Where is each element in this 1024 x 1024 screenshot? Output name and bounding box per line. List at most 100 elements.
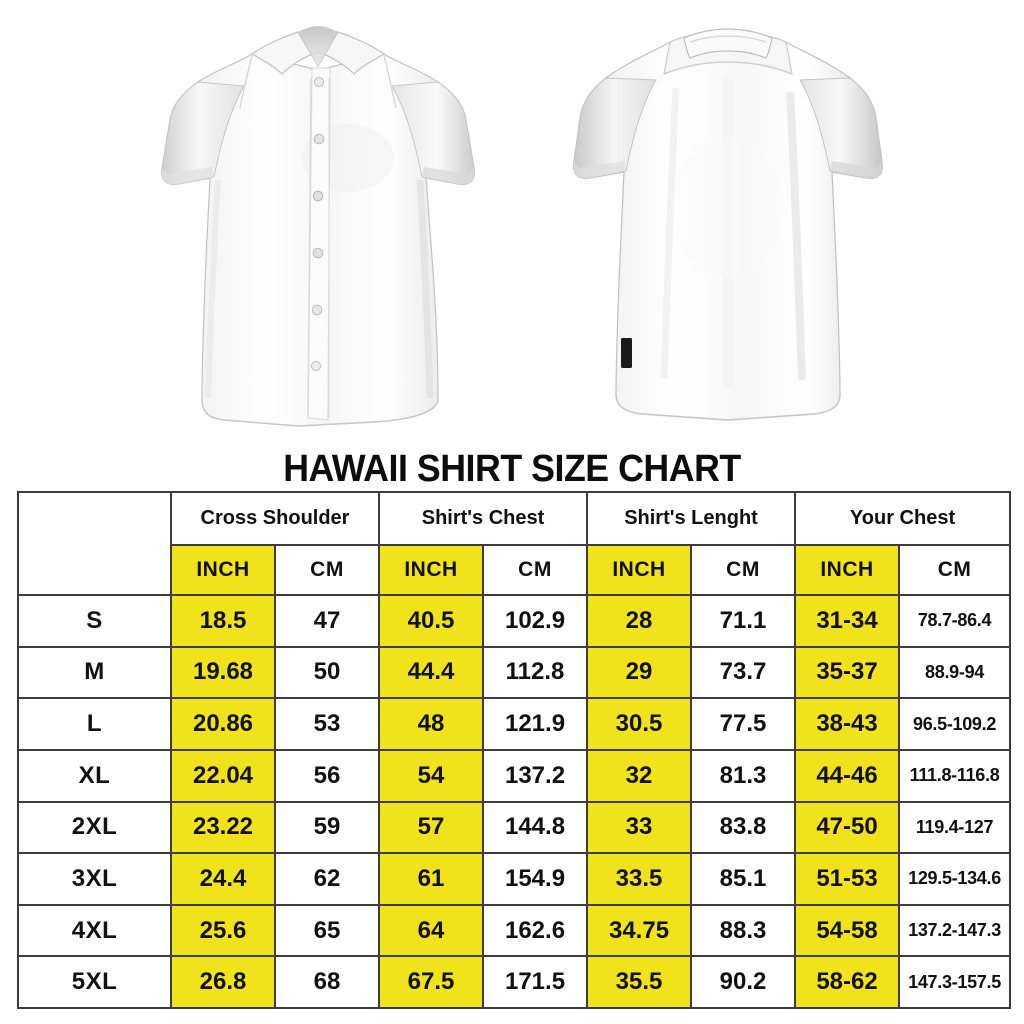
cell-m-cross-shoulder-cm: 50 (273, 645, 381, 700)
cell-m-cross-shoulder-inch: 19.68 (170, 645, 276, 700)
cell-l-shirts-chest-cm: 121.9 (482, 697, 589, 751)
table-row: S 18.5 47 40.5 102.9 28 71.1 31-34 78.7-86.4 (17, 594, 1012, 648)
table-row: L 20.86 53 48 121.9 30.5 77.5 38-43 96.5-109.2 (17, 697, 1012, 751)
header-group-row: Cross Shoulder Shirt's Chest Shirt's Len… (17, 491, 1012, 596)
size-label-4xl: 4XL (17, 903, 172, 958)
table-row: XL 22.04 56 54 137.2 32 81.3 44-46 111.8-116.8 (17, 748, 1012, 803)
cell-s-shirts-chest-inch: 40.5 (378, 594, 485, 648)
cell-s-shirts-chest-cm: 102.9 (482, 594, 589, 648)
table-row: 5XL 26.8 68 67.5 171.5 35.5 90.2 58-62 147.3-157… (17, 955, 1012, 1009)
cell-5xl-your-chest-cm: 147.3-157.5 (898, 955, 1012, 1009)
table-row: 3XL 24.4 62 61 154.9 33.5 85.1 51-53 129.5-134.6 (17, 852, 1012, 906)
cell-2xl-cross-shoulder-cm: 59 (273, 800, 381, 855)
cell-2xl-shirts-chest-cm: 144.8 (482, 800, 589, 855)
page-title: HAWAII SHIRT SIZE CHART (283, 448, 741, 490)
header-group-shirts-length: Shirt's Lenght (586, 491, 797, 546)
size-label-3xl: 3XL (17, 852, 172, 906)
cell-m-shirts-chest-cm: 112.8 (482, 645, 589, 700)
table-row: M 19.68 50 44.4 112.8 29 73.7 35-37 88.9-94 (17, 645, 1012, 700)
cell-s-cross-shoulder-inch: 18.5 (170, 594, 276, 648)
header-unit-cross-shoulder-inch: INCH (170, 544, 276, 596)
cell-s-your-chest-inch: 31-34 (794, 594, 901, 648)
cell-3xl-your-chest-cm: 129.5-134.6 (898, 852, 1012, 906)
cell-m-your-chest-inch: 35-37 (794, 645, 901, 700)
cell-xl-shirts-length-inch: 32 (586, 748, 693, 803)
header-unit-your-chest-cm: CM (898, 544, 1012, 596)
cell-2xl-your-chest-inch: 47-50 (794, 800, 901, 855)
shirt-images (0, 0, 1024, 448)
cell-3xl-cross-shoulder-inch: 24.4 (170, 852, 276, 906)
cell-4xl-shirts-chest-inch: 64 (378, 903, 485, 958)
table-header: Cross Shoulder Shirt's Chest Shirt's Len… (17, 491, 1012, 596)
cell-2xl-shirts-length-inch: 33 (586, 800, 693, 855)
size-label-2xl: 2XL (17, 800, 172, 855)
cell-4xl-shirts-length-cm: 88.3 (690, 903, 797, 958)
cell-xl-your-chest-cm: 111.8-116.8 (898, 748, 1012, 803)
shirt-front-view (148, 8, 488, 436)
size-label-s: S (17, 594, 172, 648)
cell-xl-cross-shoulder-cm: 56 (273, 748, 381, 803)
cell-m-shirts-chest-inch: 44.4 (378, 645, 485, 700)
table-body: S 18.5 47 40.5 102.9 28 71.1 31-34 78.7-86.4 M 19.… (17, 594, 1012, 1009)
cell-5xl-shirts-chest-inch: 67.5 (378, 955, 485, 1009)
header-group-shirts-chest: Shirt's Chest (378, 491, 589, 546)
table-row: 4XL 25.6 65 64 162.6 34.75 88.3 54-58 137.2-147.… (17, 903, 1012, 958)
cell-3xl-cross-shoulder-cm: 62 (273, 852, 381, 906)
cell-s-shirts-length-inch: 28 (586, 594, 693, 648)
cell-s-cross-shoulder-cm: 47 (273, 594, 381, 648)
cell-xl-shirts-chest-inch: 54 (378, 748, 485, 803)
header-group-your-chest: Your Chest (794, 491, 1012, 546)
cell-2xl-shirts-length-cm: 83.8 (690, 800, 797, 855)
cell-l-your-chest-inch: 38-43 (794, 697, 901, 751)
cell-3xl-shirts-chest-inch: 61 (378, 852, 485, 906)
cell-5xl-cross-shoulder-cm: 68 (273, 955, 381, 1009)
cell-xl-cross-shoulder-inch: 22.04 (170, 748, 276, 803)
cell-xl-shirts-length-cm: 81.3 (690, 748, 797, 803)
header-unit-your-chest-inch: INCH (794, 544, 901, 596)
hem-tag (621, 338, 632, 368)
size-chart-table-wrapper: Cross Shoulder Shirt's Chest Shirt's Len… (17, 491, 1012, 1009)
cell-3xl-your-chest-inch: 51-53 (794, 852, 901, 906)
cell-m-shirts-length-cm: 73.7 (690, 645, 797, 700)
cell-5xl-your-chest-inch: 58-62 (794, 955, 901, 1009)
cell-xl-shirts-chest-cm: 137.2 (482, 748, 589, 803)
cell-3xl-shirts-length-inch: 33.5 (586, 852, 693, 906)
size-label-l: L (17, 697, 172, 751)
size-label-xl: XL (17, 748, 172, 803)
cell-s-shirts-length-cm: 71.1 (690, 594, 797, 648)
cell-4xl-cross-shoulder-inch: 25.6 (170, 903, 276, 958)
cell-4xl-your-chest-inch: 54-58 (794, 903, 901, 958)
cell-5xl-shirts-length-inch: 35.5 (586, 955, 693, 1009)
cell-l-cross-shoulder-inch: 20.86 (170, 697, 276, 751)
cell-l-shirts-chest-inch: 48 (378, 697, 485, 751)
corner-cell (17, 491, 172, 596)
cell-4xl-cross-shoulder-cm: 65 (273, 903, 381, 958)
cell-2xl-shirts-chest-inch: 57 (378, 800, 485, 855)
cell-l-cross-shoulder-cm: 53 (273, 697, 381, 751)
cell-l-your-chest-cm: 96.5-109.2 (898, 697, 1012, 751)
cell-m-your-chest-cm: 88.9-94 (898, 645, 1012, 700)
header-group-cross-shoulder: Cross Shoulder (169, 491, 381, 546)
cell-xl-your-chest-inch: 44-46 (794, 748, 901, 803)
shirt-back-view (558, 8, 898, 436)
cell-s-your-chest-cm: 78.7-86.4 (898, 594, 1012, 648)
cell-5xl-shirts-length-cm: 90.2 (690, 955, 797, 1009)
header-unit-shirts-length-inch: INCH (586, 544, 693, 596)
table-row: 2XL 23.22 59 57 144.8 33 83.8 47-50 119.4-127 (17, 800, 1012, 855)
header-unit-shirts-chest-inch: INCH (378, 544, 485, 596)
size-chart-table: Cross Shoulder Shirt's Chest Shirt's Len… (17, 491, 1012, 1009)
cell-4xl-your-chest-cm: 137.2-147.3 (898, 903, 1012, 958)
cell-3xl-shirts-chest-cm: 154.9 (482, 852, 589, 906)
header-unit-shirts-length-cm: CM (690, 544, 797, 596)
cell-l-shirts-length-inch: 30.5 (586, 697, 693, 751)
cell-m-shirts-length-inch: 29 (586, 645, 693, 700)
cell-3xl-shirts-length-cm: 85.1 (690, 852, 797, 906)
header-unit-cross-shoulder-cm: CM (273, 544, 381, 596)
header-unit-shirts-chest-cm: CM (482, 544, 589, 596)
cell-l-shirts-length-cm: 77.5 (690, 697, 797, 751)
cell-2xl-cross-shoulder-inch: 23.22 (170, 800, 276, 855)
size-label-5xl: 5XL (17, 955, 172, 1009)
cell-5xl-cross-shoulder-inch: 26.8 (170, 955, 276, 1009)
size-label-m: M (17, 645, 172, 700)
